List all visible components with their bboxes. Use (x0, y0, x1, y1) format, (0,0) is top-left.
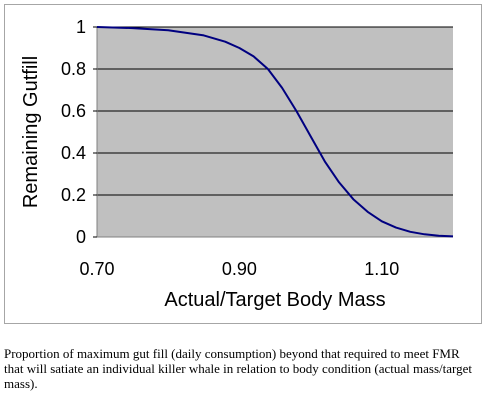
y-tick-label-2: 0.4 (61, 143, 86, 163)
y-axis-title: Remaining Gutfill (20, 56, 42, 208)
series-line (96, 26, 454, 238)
x-tick-label-0: 0.70 (79, 259, 114, 279)
gridlines (97, 26, 453, 196)
x-tick-labels: 0.70 0.90 1.10 (79, 259, 399, 279)
x-tick-label-1: 0.90 (222, 259, 257, 279)
figure-caption: Proportion of maximum gut fill (daily co… (4, 346, 472, 391)
x-tick-label-2: 1.10 (364, 259, 399, 279)
y-tick-labels: 0 0.2 0.4 0.6 0.8 1 (61, 17, 97, 247)
x-axis-title: Actual/Target Body Mass (164, 289, 385, 311)
y-tick-label-3: 0.6 (61, 101, 86, 121)
gutfill-chart: 0 0.2 0.4 0.6 0.8 1 0.70 0.90 1.10 Actual/Targe… (20, 17, 454, 311)
y-tick-label-5: 1 (76, 17, 86, 37)
figure-frame: 0 0.2 0.4 0.6 0.8 1 0.70 0.90 1.10 Actual/Targe… (4, 4, 482, 324)
y-tick-label-4: 0.8 (61, 59, 86, 79)
y-tick-label-0: 0 (76, 227, 86, 247)
plot-area (97, 27, 453, 237)
y-tick-label-1: 0.2 (61, 185, 86, 205)
